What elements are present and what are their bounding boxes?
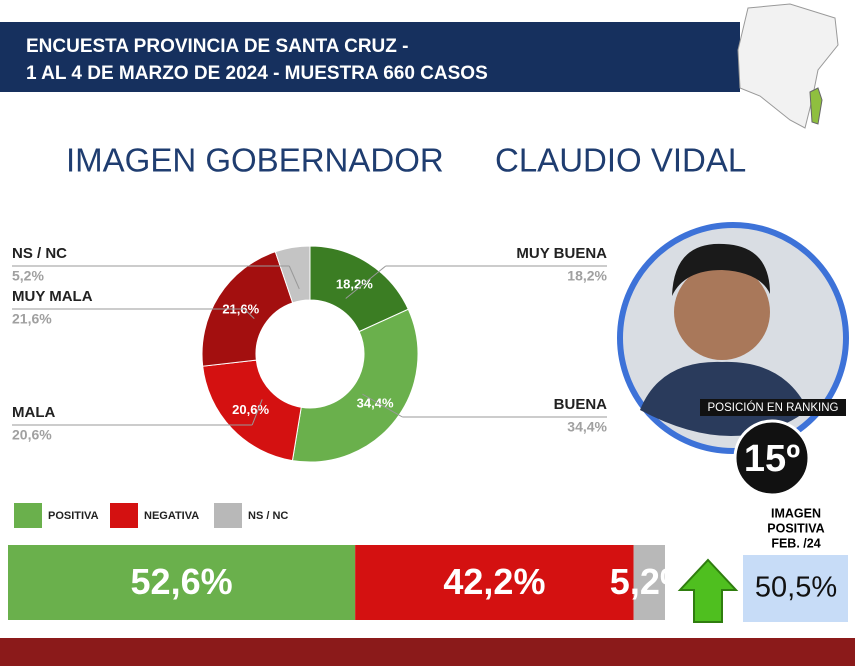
map [737,3,839,129]
legend-swatch [110,503,138,528]
previous-label: POSITIVA [767,521,824,535]
bar-label: 52,6% [131,561,233,602]
donut-slice [202,359,302,462]
outside-value: 21,6% [12,311,52,327]
footer-band [0,638,855,666]
ranking-label: POSICIÓN EN RANKING [708,401,839,414]
category-label: MUY BUENA [516,245,607,262]
legend-label: NEGATIVA [144,510,199,522]
legend-swatch [14,503,42,528]
stacked-bar: 52,6% 42,2% 5,2% [8,545,692,620]
header-band [0,22,740,92]
legend-label: POSITIVA [48,510,99,522]
title: IMAGEN GOBERNADOR [66,142,444,179]
outside-value: 34,4% [567,419,607,435]
outside-value: 20,6% [12,427,52,443]
bar-segment [633,545,665,620]
ranking-position: 15º [744,438,800,480]
previous-label: FEB. /24 [771,536,820,550]
bar-label: 42,2% [443,561,545,602]
slice-label: 20,6% [232,402,269,417]
ranking-badge [733,419,811,497]
donut-slice [291,308,419,463]
leader-line [251,399,263,426]
category-label: BUENA [554,396,608,413]
photo [617,222,849,454]
slice-label: 18,2% [336,276,373,291]
previous-box [743,555,848,622]
outside-value: 5,2% [12,268,44,284]
slice-label: 34,4% [357,395,394,410]
bar-segment [8,545,356,620]
outside-value: 18,2% [567,268,607,284]
category-label: NS / NC [12,245,67,262]
ranking-label-bg [700,399,846,416]
leader-line [362,393,403,418]
leader-line [243,308,255,319]
donut-slice [201,251,294,367]
name: CLAUDIO VIDAL [495,142,746,179]
leader-line [345,265,387,299]
map-inset [809,87,823,125]
previous-value: 50,5% [755,572,837,604]
header-line: ENCUESTA PROVINCIA DE SANTA CRUZ - [26,36,408,57]
category-label: MALA [12,404,55,421]
leader-line [288,265,300,290]
up-arrow [677,558,739,623]
bar-segment [355,545,634,620]
category-label: MUY MALA [12,288,93,305]
header-line: 1 AL 4 DE MARZO DE 2024 - MUESTRA 660 CA… [26,63,488,84]
bar-label: 5,2% [610,561,692,602]
legend-label: NS / NC [248,510,288,522]
previous-label: IMAGEN [771,506,821,520]
legend-swatch [214,503,242,528]
